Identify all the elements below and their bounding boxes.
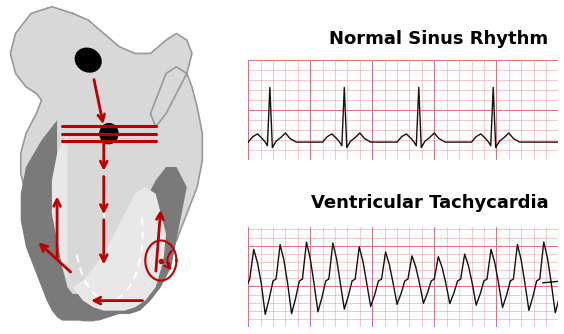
Ellipse shape: [100, 124, 118, 144]
Polygon shape: [21, 120, 187, 321]
Text: Normal Sinus Rhythm: Normal Sinus Rhythm: [329, 30, 548, 48]
Polygon shape: [10, 7, 202, 321]
Text: Ventricular Tachycardia: Ventricular Tachycardia: [311, 194, 548, 212]
Polygon shape: [52, 134, 166, 311]
Ellipse shape: [76, 48, 101, 72]
